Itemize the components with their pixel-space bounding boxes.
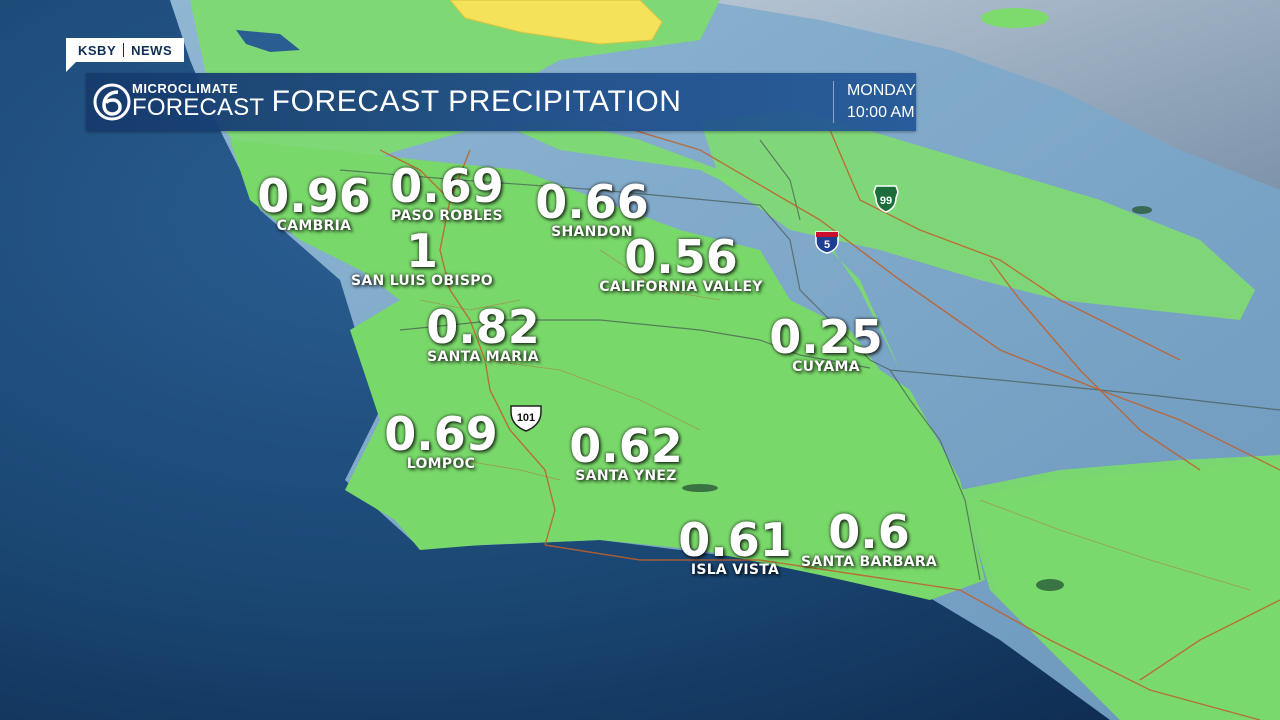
city-name: CALIFORNIA VALLEY bbox=[599, 279, 763, 295]
rain-cell-north bbox=[981, 8, 1049, 28]
precip-value: 0.62 bbox=[569, 419, 683, 473]
logo-text-top: MICROCLIMATE bbox=[132, 81, 239, 96]
station-bug: KSBY NEWS bbox=[66, 38, 185, 62]
location-label-paso-robles: 0.69 PASO ROBLES bbox=[390, 159, 504, 224]
minor-roads bbox=[419, 249, 1251, 591]
city-name: SANTA YNEZ bbox=[575, 468, 677, 484]
precip-value: 0.25 bbox=[769, 310, 883, 364]
forecast-hour: 10:00 AM bbox=[846, 104, 915, 121]
interstate-5-shield-icon: 5 bbox=[815, 231, 839, 254]
rain-area-coast bbox=[230, 140, 985, 600]
precip-value: 0.69 bbox=[390, 159, 504, 213]
california-99-label: 99 bbox=[880, 195, 892, 207]
forecast-day: MONDAY bbox=[846, 82, 916, 99]
precip-value: 0.69 bbox=[384, 407, 498, 461]
precip-value: 0.66 bbox=[535, 175, 649, 229]
location-label-shandon: 0.66 SHANDON bbox=[535, 175, 649, 240]
bay-water bbox=[236, 30, 300, 52]
highway-101-label: 101 bbox=[517, 412, 535, 424]
bug-divider bbox=[123, 43, 125, 57]
highway-101-shield-icon: 101 bbox=[510, 405, 542, 432]
page-title: FORECAST PRECIPITATION bbox=[271, 85, 682, 118]
rain-area-south-east bbox=[960, 455, 1280, 720]
location-label-cambria: 0.96 CAMBRIA bbox=[257, 169, 371, 234]
interstate-5-label: 5 bbox=[824, 239, 830, 251]
city-name: CUYAMA bbox=[792, 359, 860, 375]
precip-value: 0.61 bbox=[678, 513, 792, 567]
precip-value: 0.6 bbox=[828, 505, 910, 559]
location-label-santa-maria: 0.82 SANTA MARIA bbox=[426, 300, 540, 365]
logo-text-bottom: FORECAST bbox=[132, 94, 265, 121]
city-name: SHANDON bbox=[551, 224, 633, 240]
county-boundaries bbox=[339, 139, 1280, 581]
title-banner: MICROCLIMATE FORECAST FORECAST PRECIPITA… bbox=[86, 73, 916, 131]
heavy-rain-area bbox=[449, 0, 663, 45]
mountain-terrain bbox=[700, 0, 1280, 190]
forecast-time: MONDAY 10:00 AM bbox=[834, 80, 916, 124]
city-name: SANTA BARBARA bbox=[800, 554, 938, 570]
city-name: LOMPOC bbox=[406, 456, 476, 472]
precip-value: 1 bbox=[405, 224, 438, 278]
rain-area-east bbox=[700, 110, 1255, 320]
location-label-lompoc: 0.69 LOMPOC bbox=[384, 407, 498, 472]
precip-value: 0.56 bbox=[624, 230, 738, 284]
channel-6-logo-icon bbox=[93, 83, 131, 121]
precip-value: 0.82 bbox=[426, 300, 540, 354]
city-name: SANTA MARIA bbox=[427, 349, 539, 365]
california-99-shield-icon: 99 bbox=[873, 185, 899, 213]
location-label-santa-barbara: 0.6 SANTA BARBARA bbox=[800, 505, 938, 570]
city-name: ISLA VISTA bbox=[690, 562, 780, 578]
city-name: CAMBRIA bbox=[276, 218, 352, 234]
station-callsign: KSBY bbox=[78, 42, 117, 58]
station-network: NEWS bbox=[131, 42, 173, 58]
city-name: PASO ROBLES bbox=[391, 208, 503, 224]
lakes bbox=[682, 206, 1152, 591]
road-network bbox=[379, 119, 1280, 720]
location-label-california-valley: 0.56 CALIFORNIA VALLEY bbox=[599, 230, 763, 295]
microclimate-logo: MICROCLIMATE FORECAST bbox=[86, 73, 264, 131]
precip-value: 0.96 bbox=[257, 169, 371, 223]
bug-tail bbox=[66, 62, 76, 72]
location-label-cuyama: 0.25 CUYAMA bbox=[769, 310, 883, 375]
city-name: SAN LUIS OBISPO bbox=[351, 273, 493, 289]
location-label-san-luis-obispo: 1 SAN LUIS OBISPO bbox=[351, 224, 493, 289]
banner-divider bbox=[832, 81, 834, 123]
location-label-santa-ynez: 0.62 SANTA YNEZ bbox=[569, 419, 683, 484]
location-label-isla-vista: 0.61 ISLA VISTA bbox=[678, 513, 792, 578]
